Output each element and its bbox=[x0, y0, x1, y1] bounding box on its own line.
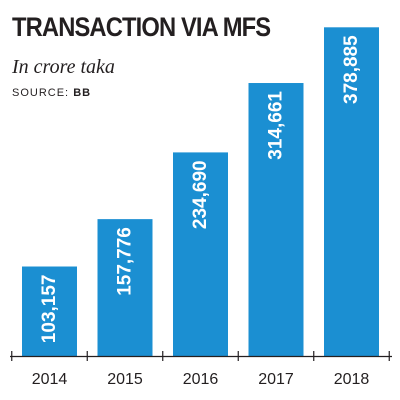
bar-value-label: 234,690 bbox=[190, 160, 211, 229]
bar-2014 bbox=[22, 266, 77, 356]
bar-2015 bbox=[97, 219, 153, 356]
x-tick-label: 2016 bbox=[183, 371, 219, 388]
bar-value-label: 378,885 bbox=[341, 35, 362, 104]
x-tick-label: 2018 bbox=[334, 371, 370, 388]
bars-group: 103,157 157,776 234,690 314,661 378,885 bbox=[22, 27, 379, 357]
bar-2017 bbox=[248, 83, 304, 357]
source-label: SOURCE: bbox=[12, 87, 70, 99]
x-tick-label: 2015 bbox=[107, 371, 143, 388]
bar-value-label: 103,157 bbox=[39, 275, 60, 344]
chart-title: TRANSACTION VIA MFS bbox=[12, 12, 271, 42]
chart-subtitle: In crore taka bbox=[12, 56, 115, 78]
bar-2018 bbox=[324, 27, 379, 356]
bar-value-label: 314,661 bbox=[266, 91, 287, 160]
source-value: BB bbox=[73, 87, 92, 99]
x-tick-label: 2017 bbox=[258, 371, 294, 388]
bar-value-label: 157,776 bbox=[115, 227, 136, 296]
bar-2016 bbox=[173, 152, 228, 356]
x-axis: 2014 2015 2016 2017 2018 bbox=[10, 351, 392, 388]
chart-source: SOURCE: BB bbox=[12, 86, 91, 100]
x-tick-label: 2014 bbox=[32, 371, 68, 388]
